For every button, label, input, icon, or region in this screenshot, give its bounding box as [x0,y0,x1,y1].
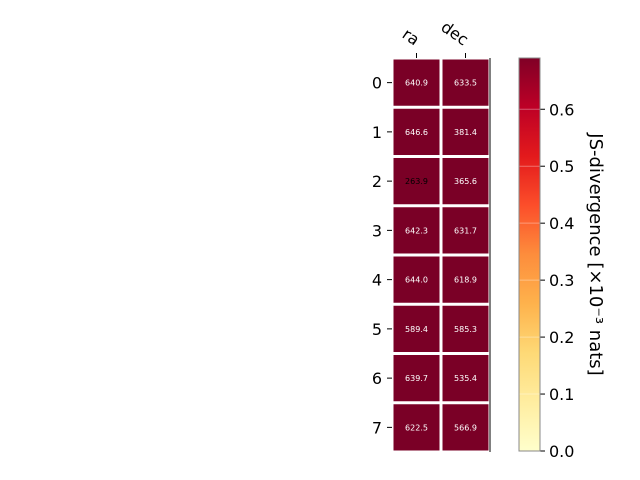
column-tick-label: dec [438,17,472,49]
heatmap-cell [442,59,489,106]
cell-value-label: 535.4 [454,374,477,383]
row-tick-label: 7 [372,418,382,437]
heatmap-cell [442,158,489,205]
colorbar-outline [518,57,541,452]
cell-value-label: 642.3 [405,226,428,235]
heatmap-cell [442,207,489,254]
row-tick-label: 3 [372,221,382,240]
colorbar-tick-label: 0.1 [549,385,574,404]
heatmap-cell [442,305,489,352]
heatmap: 640.9 633.5 646.6 381.4 263.9 365.6 642.3 631.7… [372,17,491,452]
colorbar: 0.0 0.1 0.2 0.3 0.4 0.5 0.6 JS-divergence [×10⁻… [518,57,606,461]
colorbar-tick-label: 0.2 [549,328,574,347]
cell-value-label: 365.6 [454,177,477,186]
heatmap-cell [393,207,440,254]
cell-value-label: 381.4 [454,128,477,137]
heatmap-cell [393,59,440,106]
heatmap-cell [393,305,440,352]
heatmap-cell [442,355,489,402]
cell-value-label: 639.7 [405,374,428,383]
heatmap-cell [393,158,440,205]
row-tick-label: 5 [372,320,382,339]
cell-value-label: 566.9 [454,423,477,432]
cell-value-label: 646.6 [405,128,428,137]
cell-value-label: 644.0 [405,276,428,285]
heatmap-cell [393,256,440,303]
cell-value-label: 631.7 [454,226,477,235]
colorbar-tick-label: 0.5 [549,157,574,176]
heatmap-cell [442,404,489,451]
row-tick-label: 6 [372,369,382,388]
cell-value-label: 618.9 [454,276,477,285]
row-tick-label: 0 [372,74,382,93]
cell-value-label: 622.5 [405,423,428,432]
colorbar-tick-label: 0.3 [549,271,574,290]
colorbar-label: JS-divergence [×10⁻³ nats] [585,132,606,375]
heatmap-cell [393,355,440,402]
colorbar-tick-label: 0.4 [549,214,574,233]
cell-value-label: 633.5 [454,79,477,88]
cell-value-label: 585.3 [454,325,477,334]
cell-value-label: 263.9 [405,177,428,186]
colorbar-gradient [519,58,540,451]
colorbar-tick-label: 0.6 [549,100,574,119]
cell-value-label: 640.9 [405,79,428,88]
heatmap-cell [393,108,440,155]
column-tick-label: ra [399,24,423,49]
heatmap-cell [442,256,489,303]
row-tick-label: 2 [372,172,382,191]
row-tick-label: 1 [372,123,382,142]
colorbar-tick-label: 0.0 [549,442,574,461]
heatmap-cell [442,108,489,155]
cell-value-label: 589.4 [405,325,428,334]
heatmap-cell [393,404,440,451]
row-tick-label: 4 [372,271,382,290]
